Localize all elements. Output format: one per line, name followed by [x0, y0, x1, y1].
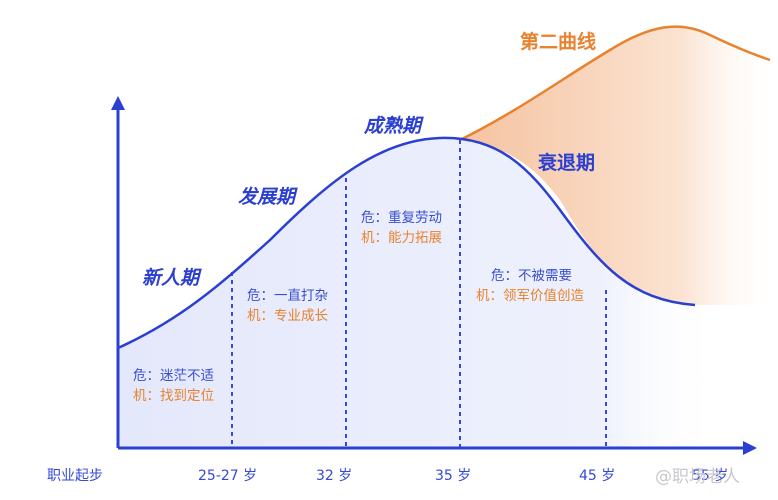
x-tick-career-start: 职业起步 — [47, 468, 103, 484]
stage-label-maturity: 成熟期 — [364, 115, 422, 137]
watermark: @职场老人 — [655, 467, 740, 487]
axes — [111, 96, 757, 455]
x-tick-32: 32 岁 — [316, 468, 353, 484]
x-tick-45: 45 岁 — [579, 468, 616, 484]
x-tick-55: 55 岁 — [692, 468, 729, 484]
stage-label-newcomer: 新人期 — [142, 267, 200, 289]
opportunity-note-1: 机：找到定位 — [133, 388, 214, 404]
stage-label-development: 发展期 — [238, 186, 296, 208]
x-tick-25-27: 25-27 岁 — [198, 468, 258, 484]
second-curve-fill — [460, 26, 778, 305]
opportunity-note-3: 机：能力拓展 — [361, 230, 442, 246]
opportunity-note-4: 机：领军价值创造 — [476, 288, 584, 304]
risk-note-2: 危：一直打杂 — [247, 288, 328, 304]
second-curve-line — [459, 25, 771, 142]
risk-note-1: 危：迷茫不适 — [133, 368, 214, 384]
x-tick-35: 35 岁 — [435, 468, 472, 484]
stage-label-decline: 衰退期 — [538, 152, 596, 174]
stage-dividers — [231, 140, 607, 448]
opportunity-note-2: 机：专业成长 — [247, 308, 328, 324]
second-curve-label: 第二曲线 — [520, 31, 597, 53]
risk-note-3: 危：重复劳动 — [361, 210, 442, 226]
risk-note-4: 危：不被需要 — [491, 268, 572, 284]
first-curve-line — [117, 136, 696, 350]
first-curve-fill — [118, 137, 720, 448]
